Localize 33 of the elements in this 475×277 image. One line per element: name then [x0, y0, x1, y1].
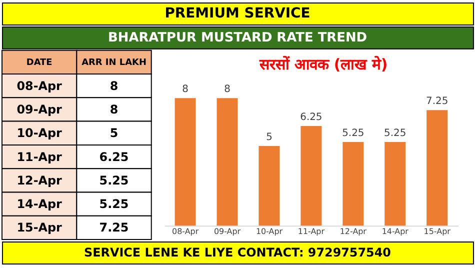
data-label: 5 [266, 132, 272, 143]
data-label: 6.25 [300, 112, 322, 124]
x-tick-label: 15-Apr [424, 227, 452, 236]
data-label: 5.25 [342, 128, 364, 139]
data-label: 7.25 [99, 220, 129, 235]
data-label: 6.25 [99, 150, 129, 164]
x-tick-label: 12-Apr [340, 227, 368, 236]
data-label: 5 [110, 126, 118, 140]
x-tick-label: 11-Apr [298, 227, 326, 236]
text: DATE [26, 58, 52, 68]
category-label: 09-Apr [16, 102, 62, 116]
chart-title: सरसों आवक (लाख मे) [258, 55, 388, 74]
text: PREMIUM SERVICE [164, 5, 310, 22]
category-label: 11-Apr [16, 150, 62, 164]
text: ARR IN LAKH [82, 58, 146, 68]
x-tick-label: 09-Apr [214, 227, 242, 236]
category-label: 08-Apr [16, 78, 62, 93]
data-label: 5.25 [384, 128, 406, 139]
data-label: 8 [224, 84, 230, 96]
x-tick-label: 14-Apr [382, 227, 410, 236]
category-label: 12-Apr [16, 173, 62, 188]
data-label: 8 [110, 78, 118, 93]
text: SERVICE LENE KE LIYE CONTACT: 9729757540 [84, 245, 391, 260]
data-label: 7.25 [426, 96, 448, 108]
text: BHARATPUR MUSTARD RATE TREND [108, 30, 368, 46]
category-label: 14-Apr [16, 197, 62, 212]
category-label: 10-Apr [16, 126, 62, 140]
data-label: 5.25 [99, 197, 129, 212]
data-label: 8 [182, 84, 188, 96]
x-tick-label: 08-Apr [172, 227, 200, 236]
x-tick-label: 10-Apr [256, 227, 284, 236]
data-label: 8 [110, 102, 118, 116]
data-label: 5.25 [99, 173, 129, 188]
